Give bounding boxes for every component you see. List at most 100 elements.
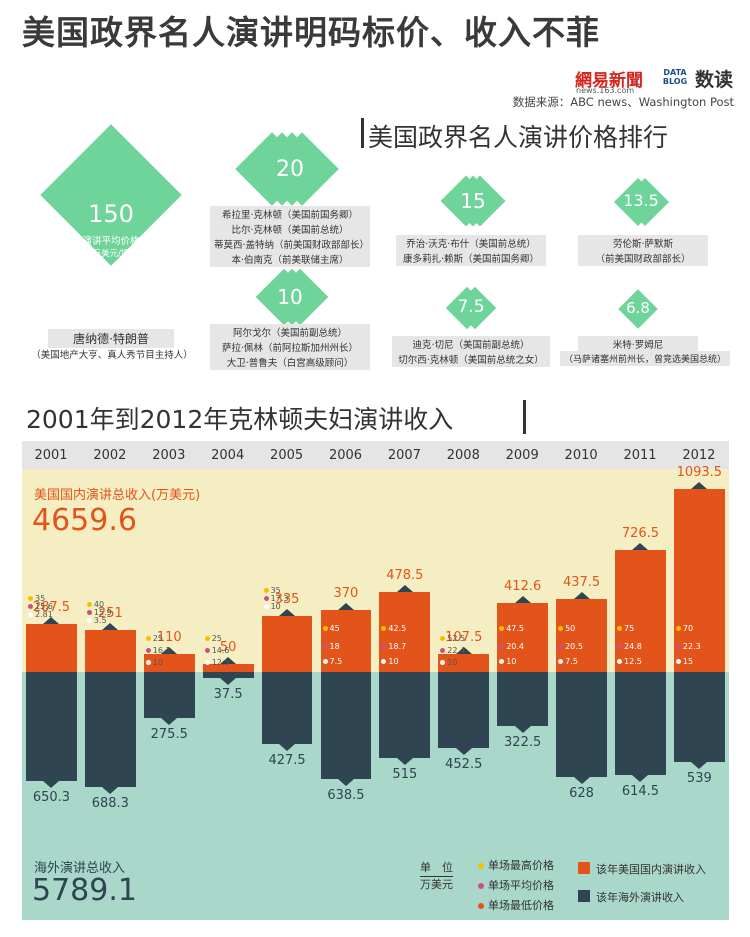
speaker-name: 米特·罗姆尼 [578,336,698,352]
avg-price-point: 20.5 [558,642,583,651]
netease-news-logo-url: news.163.com [576,86,635,95]
speaker-name: 迪克·切尼（美国前副总统） [392,336,550,352]
foreign-marker [691,762,708,770]
avg-price-point: 18.7 [381,642,406,651]
price-caption: 演讲平均价格 [82,236,140,247]
max-price-point-dot [145,636,151,641]
foreign-value-label: 650.3 [32,789,71,805]
domestic-bar [379,591,431,672]
domestic-marker [573,591,590,599]
avg-price-point: 20.4 [499,642,524,651]
avg-price-point: 15.6 [28,602,53,611]
min-price-point-value: 10 [152,658,163,667]
min-price-point-dot [28,611,33,617]
min-price-point-value: 7.5 [565,657,578,666]
max-price-point-dot [28,595,33,601]
speaker-name: 乔治·沃克·布什（美国前总统） [396,235,546,251]
foreign-bar [379,672,431,759]
max-price-point: 35 [263,586,281,595]
avg-price-point-dot [617,644,622,649]
avg-price-point: 17.3 [263,593,289,603]
speaker-name: 切尔西·克林顿（美国前总统之女） [392,351,550,367]
min-price-point: 10 [145,658,163,667]
domestic-value-label: 335 [274,591,300,607]
avg-price-point-dot [145,648,151,653]
min-price-point: 10 [381,657,399,666]
foreign-value-label: 275.5 [150,727,188,743]
foreign-value-label: 427.5 [268,752,306,768]
domestic-value-label: 287.5 [32,599,71,615]
avg-price-point-value: 18 [329,642,340,651]
foreign-bar [556,672,607,778]
price-value: 13.5 [623,191,659,210]
min-price-point-dot [263,603,269,609]
legend-max-label: 单场最高价格 [488,859,554,872]
max-price-point-dot [440,636,446,641]
max-price-point-dot [381,626,387,631]
avg-price-point: 24.8 [617,642,642,651]
foreign-marker [337,778,354,786]
domestic-value-label: 1093.5 [676,464,723,480]
foreign-value-label: 638.5 [327,787,365,803]
domestic-value-label: 50 [219,639,237,655]
foreign-value-label: 688.3 [91,796,129,812]
max-price-point: 45 [322,624,340,633]
max-price-point-value: 25 [211,634,222,643]
domestic-marker [514,595,531,603]
min-price-point: 10 [499,657,516,666]
foreign-marker [573,777,590,785]
domestic-marker [161,646,178,654]
avg-price-point-value: 17.3 [270,593,289,603]
avg-price-point-dot [558,644,564,649]
max-price-point-dot [558,626,564,631]
min-price-point-value: 10 [270,601,281,611]
max-price-point-dot [263,587,269,593]
max-price-point: 70 [675,624,693,633]
domestic-value-label: 110 [156,629,182,645]
year-label: 2001 [34,448,68,463]
domestic-area [22,469,729,672]
legend-min-label: 单场最低价格 [488,899,554,912]
income-title: 2001年到2012年克林顿夫妇演讲收入 [26,405,454,434]
domestic-value-label: 478.5 [386,567,424,583]
min-price-point: 2.81 [28,610,53,619]
foreign-marker [396,758,413,766]
min-price-point-dot [381,659,387,664]
section-marker [361,118,364,148]
max-price-point-value: 35 [35,593,46,603]
max-dot-icon [478,863,484,869]
foreign-bar [497,672,549,727]
foreign-bar [26,672,77,781]
domestic-marker [455,646,472,654]
min-price-point-value: 15 [682,657,694,666]
foreign-marker [514,726,531,734]
foreign-bar [615,672,666,775]
legend-max-price: 单场最高价格 [478,857,554,873]
min-price-point-value: 10 [506,657,517,666]
legend-min-price: 单场最低价格 [478,897,554,913]
year-label: 2006 [328,448,363,463]
foreign-marker [43,780,60,788]
legend-unit-value: 万美元 [420,876,453,891]
foreign-bar [320,672,372,779]
domestic-bar [202,663,254,672]
foreign-marker [455,747,472,755]
avg-price-point-value: 20.5 [565,642,583,651]
price-value: 6.8 [626,299,650,317]
speaker-name: 希拉里·克林顿（美国前国务卿） [210,206,370,222]
avg-price-point-value: 15.9 [93,607,112,617]
price-value: 15 [460,189,486,213]
year-label: 2003 [152,448,186,463]
foreign-total-value: 5789.1 [32,873,137,908]
speaker-name: 大卫·普鲁夫（白宫高级顾问） [210,354,370,370]
max-price-point-value: 75 [624,624,635,633]
speaker-name: 唐纳德·特朗普 [48,329,174,348]
foreign-marker [220,678,237,686]
avg-price-point: 15.9 [86,607,112,617]
speaker-name: 比尔·克林顿（美国前总统） [210,221,370,237]
domestic-bar [143,653,195,672]
foreign-value-label: 614.5 [621,783,660,799]
domestic-marker [43,616,60,624]
year-label: 2008 [446,448,480,463]
foreign-area [22,672,729,920]
